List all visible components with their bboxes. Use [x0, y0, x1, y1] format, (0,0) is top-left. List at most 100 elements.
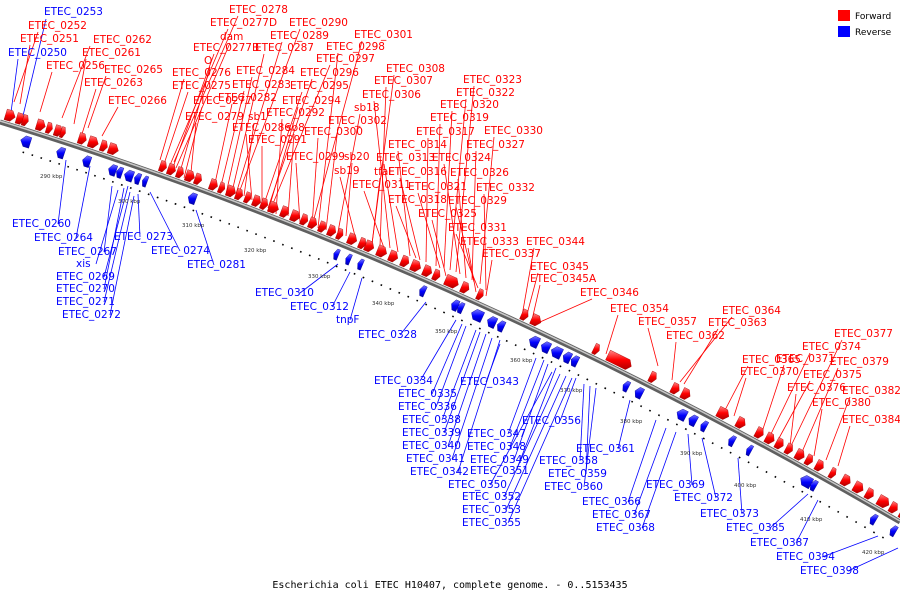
gene-label[interactable]: ETEC_0284: [236, 65, 295, 77]
reverse-gene[interactable]: [124, 169, 135, 183]
gene-label[interactable]: ETEC_0252: [28, 20, 87, 32]
forward-gene[interactable]: [793, 447, 805, 461]
gene-label[interactable]: ETEC_0330: [484, 125, 543, 137]
gene-label[interactable]: ETEC_0278: [229, 4, 288, 16]
gene-label[interactable]: ETEC_0349: [470, 454, 529, 466]
forward-gene[interactable]: [3, 108, 16, 122]
forward-gene[interactable]: [753, 426, 764, 439]
gene-label[interactable]: ETEC_0321: [408, 181, 467, 193]
gene-label[interactable]: ETEC_0327: [466, 139, 525, 151]
gene-label[interactable]: ETEC_0329: [448, 195, 507, 207]
gene-label[interactable]: ETEC_0300: [304, 126, 363, 138]
gene-label[interactable]: ETEC_0380: [812, 397, 871, 409]
forward-gene[interactable]: [251, 194, 261, 207]
gene-label[interactable]: ETEC_0363: [708, 317, 767, 329]
forward-gene[interactable]: [183, 169, 195, 183]
forward-gene[interactable]: [86, 135, 99, 149]
gene-label[interactable]: ETEC_0260: [12, 218, 71, 230]
gene-label[interactable]: sb18: [354, 102, 380, 114]
gene-label[interactable]: ETEC_0368: [596, 522, 655, 534]
reverse-gene[interactable]: [333, 248, 341, 261]
gene-label[interactable]: ETEC_0371: [776, 353, 835, 365]
gene-label[interactable]: ETEC_0364: [722, 305, 781, 317]
gene-label[interactable]: ETEC_0308: [386, 63, 445, 75]
forward-gene[interactable]: [259, 197, 269, 210]
reverse-gene[interactable]: [700, 420, 710, 433]
reverse-gene[interactable]: [676, 408, 689, 422]
gene-label[interactable]: ETEC_0379: [830, 356, 889, 368]
gene-label[interactable]: ETEC_0365: [742, 354, 801, 366]
gene-label[interactable]: sb19: [334, 165, 360, 177]
gene-label[interactable]: dam: [220, 31, 243, 43]
gene-label[interactable]: ETEC_0336: [398, 401, 457, 413]
gene-label[interactable]: ETEC_0334: [374, 375, 433, 387]
gene-label[interactable]: ETEC_0320: [440, 99, 499, 111]
reverse-gene[interactable]: [187, 192, 198, 206]
forward-gene[interactable]: [224, 184, 236, 198]
gene-label[interactable]: ETEC_0313: [376, 152, 435, 164]
forward-gene[interactable]: [813, 459, 824, 472]
gene-label[interactable]: ETEC_0250: [8, 47, 67, 59]
gene-label[interactable]: ETEC_0377: [834, 328, 893, 340]
gene-label[interactable]: ETEC_0326: [450, 167, 509, 179]
reverse-gene[interactable]: [529, 335, 541, 349]
gene-label[interactable]: ETEC_0271: [56, 296, 115, 308]
gene-label[interactable]: ETEC_0269: [56, 271, 115, 283]
forward-gene[interactable]: [605, 349, 632, 370]
gene-label[interactable]: ETEC_0286: [232, 122, 291, 134]
gene-label[interactable]: ETEC_0290: [289, 17, 348, 29]
gene-label[interactable]: ETEC_0344: [526, 236, 585, 248]
gene-label[interactable]: ETEC_0347: [467, 428, 526, 440]
gene-label[interactable]: ETEC_0306: [362, 89, 421, 101]
gene-label[interactable]: ETEC_0372: [674, 492, 733, 504]
gene-label[interactable]: ETEC_0294: [282, 95, 341, 107]
forward-gene[interactable]: [335, 227, 344, 240]
gene-label[interactable]: ETEC_0345A: [530, 273, 597, 285]
gene-label[interactable]: ETEC_0251: [20, 33, 79, 45]
gene-label[interactable]: ETEC_0265: [104, 64, 163, 76]
gene-label[interactable]: ETEC_0394: [776, 551, 835, 563]
gene-label[interactable]: ETEC_0350: [448, 479, 507, 491]
gene-label[interactable]: ETEC_0387: [750, 537, 809, 549]
gene-label[interactable]: ETEC_0338: [402, 414, 461, 426]
forward-gene[interactable]: [106, 142, 119, 156]
forward-gene[interactable]: [839, 473, 851, 487]
gene-label[interactable]: ETEC_0307: [374, 75, 433, 87]
gene-label[interactable]: ETEC_0295: [290, 80, 349, 92]
forward-gene[interactable]: [519, 308, 529, 321]
reverse-gene[interactable]: [82, 155, 93, 168]
gene-label[interactable]: ETEC_0331: [448, 222, 507, 234]
forward-gene[interactable]: [357, 236, 367, 250]
forward-gene[interactable]: [174, 166, 184, 179]
gene-label[interactable]: ETEC_0311: [352, 179, 411, 191]
forward-gene[interactable]: [242, 191, 252, 204]
forward-gene[interactable]: [98, 139, 108, 152]
gene-label[interactable]: ETEC_0357: [638, 316, 697, 328]
gene-label[interactable]: ETEC_0342: [410, 466, 469, 478]
forward-gene[interactable]: [647, 370, 657, 384]
gene-label[interactable]: ETEC_0267: [58, 246, 117, 258]
gene-label[interactable]: ETEC_0337: [482, 248, 541, 260]
gene-label[interactable]: ETEC_0323: [463, 74, 522, 86]
forward-gene[interactable]: [375, 244, 387, 258]
forward-gene[interactable]: [591, 342, 600, 355]
gene-label[interactable]: ETEC_0312: [290, 301, 349, 313]
gene-label[interactable]: ETEC_0370: [740, 366, 799, 378]
gene-label[interactable]: ETEC_0263: [84, 77, 143, 89]
gene-label[interactable]: ETEC_0282: [218, 92, 277, 104]
gene-label[interactable]: ETEC_0279: [185, 111, 244, 123]
gene-label[interactable]: ETEC_0253: [44, 6, 103, 18]
forward-gene[interactable]: [317, 220, 327, 233]
forward-gene[interactable]: [431, 268, 441, 281]
reverse-gene[interactable]: [728, 435, 737, 448]
reverse-gene[interactable]: [419, 285, 428, 298]
gene-label[interactable]: ETEC_0262: [93, 34, 152, 46]
gene-label[interactable]: ETEC_0367: [592, 509, 651, 521]
gene-label[interactable]: ETEC_0348: [467, 441, 526, 453]
gene-label[interactable]: ETEC_0398: [800, 565, 859, 577]
gene-label[interactable]: sb8: [286, 122, 305, 134]
gene-label[interactable]: ETEC_0355: [462, 517, 521, 529]
gene-label[interactable]: ETEC_0360: [544, 481, 603, 493]
forward-gene[interactable]: [233, 187, 243, 201]
forward-gene[interactable]: [363, 239, 375, 253]
